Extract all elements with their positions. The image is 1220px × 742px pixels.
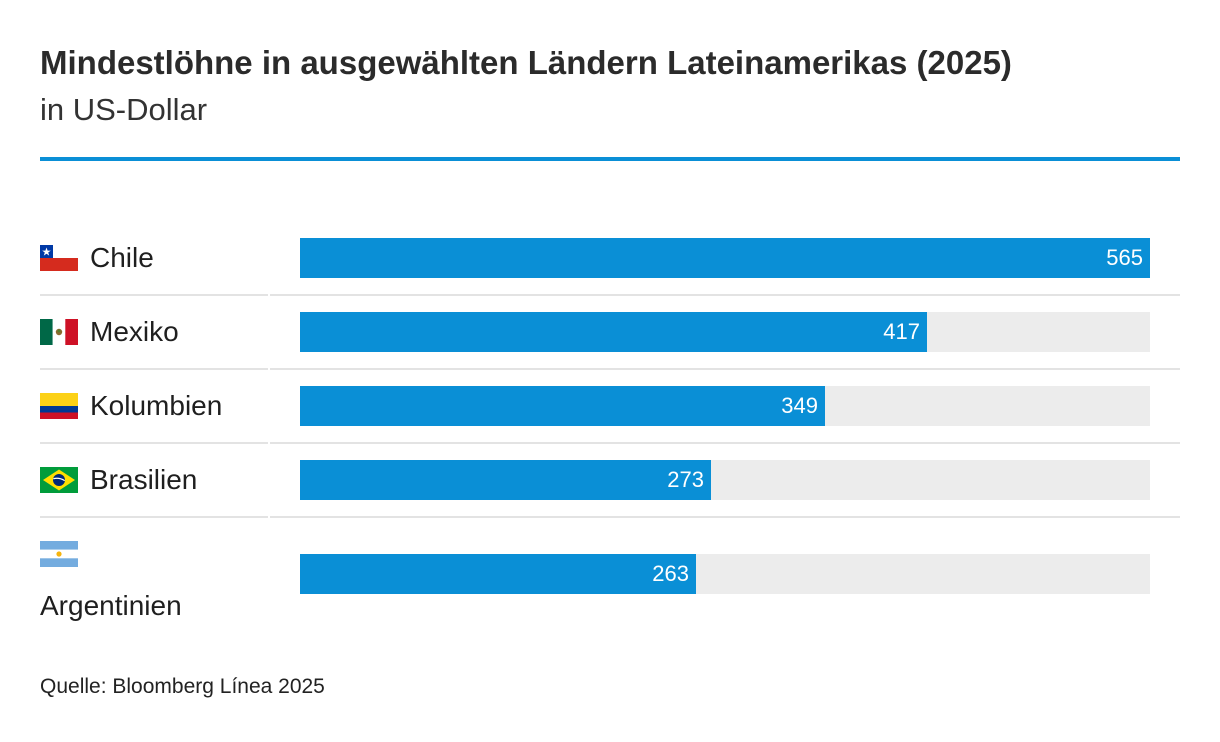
- chart-title: Mindestlöhne in ausgewählten Ländern Lat…: [40, 44, 1012, 81]
- data-label: 263: [652, 561, 689, 586]
- bar-track: 349: [300, 386, 1150, 426]
- bar: 349: [300, 386, 825, 426]
- colombia-flag-icon: [40, 393, 78, 419]
- bar: 565: [300, 238, 1150, 278]
- data-label: 349: [781, 393, 818, 418]
- divider-gap: [268, 294, 270, 296]
- category-name: Brasilien: [90, 464, 198, 495]
- title-rule: [40, 157, 1180, 161]
- mexico-flag-icon: [40, 319, 78, 345]
- row-divider: [40, 442, 1180, 444]
- chart-subtitle: in US-Dollar: [40, 92, 208, 127]
- row-divider: [40, 516, 1180, 518]
- brazil-flag-icon: [40, 467, 78, 493]
- bar: 273: [300, 460, 711, 500]
- chile-flag-icon: [40, 245, 78, 271]
- data-label: 565: [1106, 245, 1143, 270]
- argentina-flag-icon: [40, 541, 78, 579]
- category-label: Brasilien: [40, 463, 197, 497]
- data-label: 417: [883, 319, 920, 344]
- bar-track: 565: [300, 238, 1150, 278]
- bar-track: 263: [300, 554, 1150, 594]
- category-name: Kolumbien: [90, 390, 223, 421]
- category-label: Mexiko: [40, 315, 179, 349]
- row-divider: [40, 294, 1180, 296]
- category-name: Chile: [90, 242, 154, 273]
- category-label: Chile: [40, 241, 154, 275]
- row-divider: [40, 368, 1180, 370]
- divider-gap: [268, 442, 270, 444]
- divider-gap: [268, 516, 270, 518]
- bar: 263: [300, 554, 696, 594]
- bar: 417: [300, 312, 927, 352]
- bar-track: 417: [300, 312, 1150, 352]
- category-label: Kolumbien: [40, 389, 222, 423]
- bar-track: 273: [300, 460, 1150, 500]
- category-label: Argentinien: [40, 541, 182, 623]
- source-note: Quelle: Bloomberg Línea 2025: [40, 675, 325, 698]
- category-name: Argentinien: [40, 590, 182, 621]
- data-label: 273: [667, 467, 704, 492]
- divider-gap: [268, 368, 270, 370]
- category-name: Mexiko: [90, 316, 179, 347]
